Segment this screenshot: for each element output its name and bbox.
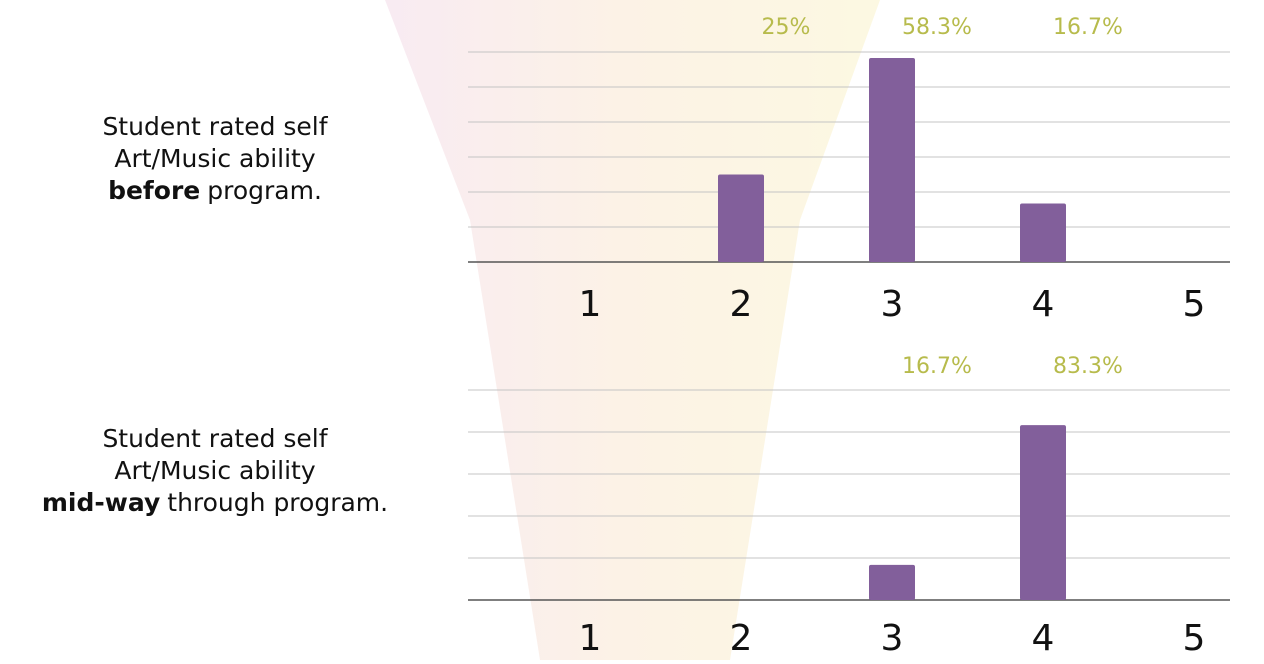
value-label: 58.3% (902, 15, 972, 40)
x-tick-label: 1 (579, 618, 602, 659)
chart-label: Art/Music ability (114, 144, 316, 173)
value-label: 16.7% (1053, 15, 1123, 40)
value-label: 25% (762, 15, 811, 40)
chart-label-rest: program. (207, 176, 322, 205)
x-tick-label: 3 (881, 618, 904, 659)
chart-label-bold: before (108, 176, 200, 205)
value-label: 83.3% (1053, 354, 1123, 379)
x-tick-label: 1 (579, 284, 602, 325)
bar (1020, 425, 1066, 600)
chart-label-rest: through program. (167, 488, 388, 517)
x-tick-label: 5 (1183, 284, 1206, 325)
chart-label: Art/Music ability (114, 456, 316, 485)
x-tick-label: 2 (730, 284, 753, 325)
chart-label-bold: mid-way (42, 488, 160, 517)
bar (869, 565, 915, 600)
chart-label: Student rated self (102, 112, 328, 141)
chart-label: Student rated self (102, 424, 328, 453)
watermark (385, 0, 880, 660)
x-tick-label: 2 (730, 618, 753, 659)
page: Student rated self Art/Music ability befor… (0, 0, 1264, 660)
x-tick-label: 4 (1032, 284, 1055, 325)
bar (1020, 204, 1066, 262)
value-label: 16.7% (902, 354, 972, 379)
x-tick-label: 5 (1183, 618, 1206, 659)
chart: Student rated self Art/Music ability befor… (0, 0, 1264, 660)
bar (869, 58, 915, 262)
x-tick-label: 3 (881, 284, 904, 325)
bar (718, 175, 764, 263)
x-tick-label: 4 (1032, 618, 1055, 659)
